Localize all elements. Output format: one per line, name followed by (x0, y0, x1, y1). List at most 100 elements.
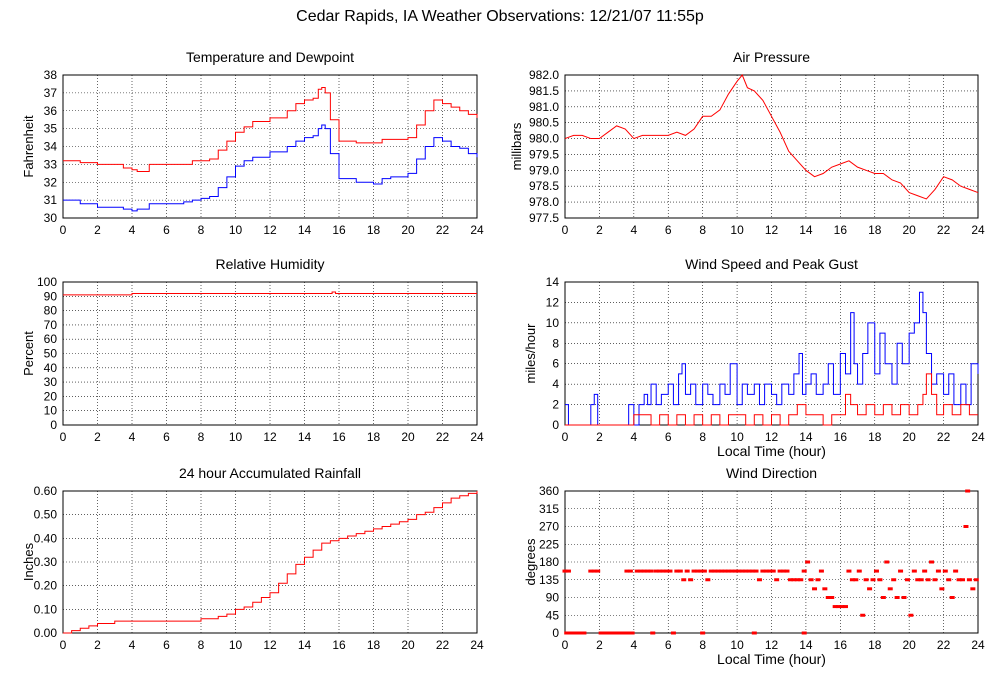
y-tick-label: 0.10 (34, 602, 58, 616)
data-point (784, 569, 790, 573)
data-point (712, 569, 718, 573)
y-tick-label: 0.20 (34, 579, 58, 593)
data-point (619, 631, 625, 635)
data-point (627, 569, 633, 573)
data-point (836, 605, 842, 609)
data-point (908, 613, 914, 617)
y-tick-label: 135 (539, 573, 559, 587)
y-tick-label: 10 (44, 404, 58, 418)
data-point (574, 631, 580, 635)
y-tick-label: 977.5 (529, 211, 559, 225)
y-tick-label: 34 (44, 140, 58, 154)
series-line (564, 74, 979, 200)
data-point (729, 569, 735, 573)
data-point (608, 631, 614, 635)
data-point (681, 578, 687, 582)
data-point (691, 569, 697, 573)
data-point (929, 560, 935, 564)
data-point (956, 578, 962, 582)
y-tick-label: 10 (546, 316, 560, 330)
data-point (645, 569, 651, 573)
series-line (565, 373, 978, 426)
x-tick-label: 20 (902, 223, 916, 237)
x-tick-label: 10 (229, 638, 243, 652)
y-tick-label: 0 (50, 418, 57, 432)
x-tick-label: 20 (401, 223, 415, 237)
data-point (801, 631, 807, 635)
x-tick-label: 8 (699, 638, 706, 652)
data-point (567, 631, 573, 635)
x-tick-label: 12 (263, 638, 277, 652)
series-line (63, 124, 478, 212)
x-tick-label: 16 (332, 430, 346, 444)
data-point (960, 578, 966, 582)
data-point (935, 569, 941, 573)
x-tick-label: 16 (834, 430, 848, 444)
data-point (667, 569, 673, 573)
data-point (708, 569, 714, 573)
y-tick-label: 50 (44, 347, 58, 361)
data-point (701, 569, 707, 573)
data-point (965, 489, 971, 493)
x-tick-label: 2 (596, 223, 603, 237)
chart-title: Air Pressure (733, 49, 810, 65)
y-tick-label: 0 (552, 418, 559, 432)
data-point (818, 569, 824, 573)
y-tick-label: 978.5 (529, 179, 559, 193)
x-tick-label: 14 (799, 638, 813, 652)
data-point (898, 569, 904, 573)
x-tick-label: 2 (94, 638, 101, 652)
data-point (660, 569, 666, 573)
data-point (722, 569, 728, 573)
data-point (736, 569, 742, 573)
data-point (891, 578, 897, 582)
data-point (605, 631, 611, 635)
x-tick-label: 12 (765, 430, 779, 444)
data-point (822, 587, 828, 591)
data-point (770, 569, 776, 573)
data-point (700, 631, 706, 635)
y-tick-label: 979.5 (529, 147, 559, 161)
x-tick-label: 8 (198, 223, 205, 237)
x-tick-label: 16 (332, 223, 346, 237)
y-tick-label: 2 (552, 398, 559, 412)
data-point (904, 578, 910, 582)
x-tick-label: 6 (163, 223, 170, 237)
y-tick-label: 980.0 (529, 132, 559, 146)
data-point (849, 578, 855, 582)
data-point (626, 631, 632, 635)
data-point (946, 578, 952, 582)
x-tick-label: 4 (630, 223, 637, 237)
data-point (657, 569, 663, 573)
data-point (856, 569, 862, 573)
data-point (949, 596, 955, 599)
y-tick-label: 100 (37, 275, 57, 289)
x-tick-label: 20 (401, 430, 415, 444)
x-tick-label: 14 (298, 430, 312, 444)
y-tick-label: 35 (44, 122, 58, 136)
x-tick-label: 18 (868, 638, 882, 652)
data-point (638, 569, 644, 573)
data-point (774, 578, 780, 582)
data-point (942, 569, 948, 573)
chart-title: Temperature and Dewpoint (186, 49, 354, 65)
x-tick-label: 22 (436, 638, 450, 652)
x-tick-label: 18 (868, 223, 882, 237)
x-tick-label: 14 (298, 223, 312, 237)
y-tick-label: 981.5 (529, 84, 559, 98)
data-point (922, 569, 928, 573)
data-point (565, 569, 571, 573)
y-axis-label: Fahrenheit (21, 115, 36, 178)
chart-title: Wind Speed and Peak Gust (685, 256, 858, 272)
x-tick-label: 4 (129, 638, 136, 652)
y-tick-label: 14 (546, 275, 560, 289)
data-point (925, 578, 931, 582)
y-tick-label: 30 (44, 211, 58, 225)
x-tick-label: 24 (470, 638, 484, 652)
data-point (753, 569, 759, 573)
data-point (767, 569, 773, 573)
data-point (860, 613, 866, 617)
y-tick-label: 0.00 (34, 626, 58, 640)
y-axis-label: degrees (523, 538, 538, 585)
